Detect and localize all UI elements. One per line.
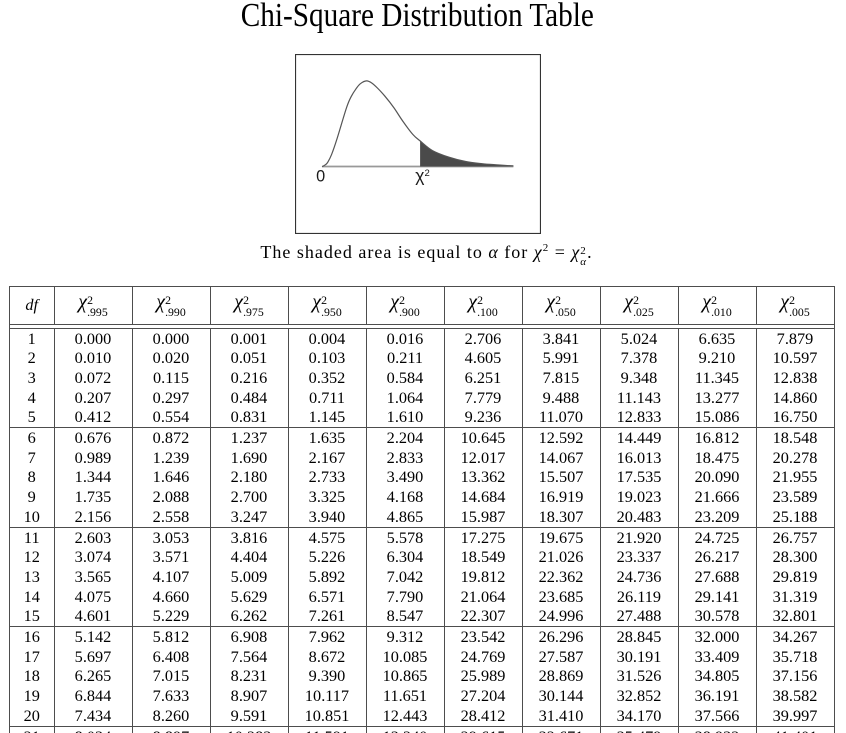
svg-text:0: 0 [316, 168, 325, 186]
